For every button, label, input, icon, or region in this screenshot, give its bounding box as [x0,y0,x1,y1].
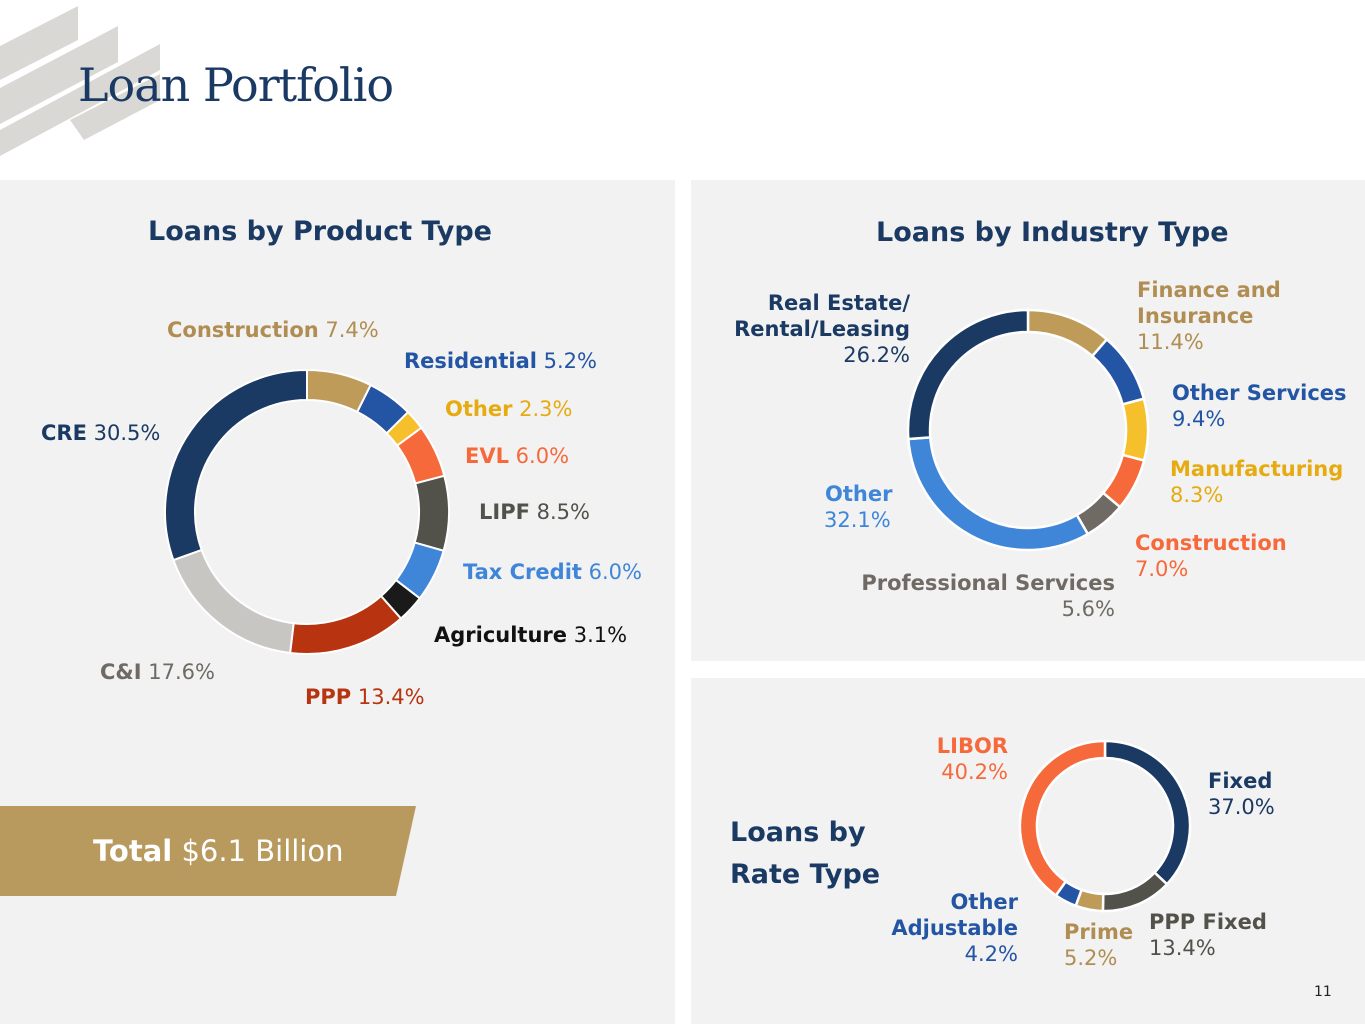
slice-lipf [413,474,450,552]
label-manufacturing: Manufacturing 8.3% [1170,457,1344,507]
page-title: Loan Portfolio [78,58,394,112]
label-fixed: Fixed 37.0% [1208,769,1275,819]
label-cre: CRE 30.5% [41,421,161,445]
slice-fixed [1103,739,1192,886]
slice-real-estate-rental-leasing [906,308,1030,441]
rate-chart-title: Loans by Rate Type [730,817,881,890]
total-banner [0,806,416,896]
industry-donut-chart [906,308,1150,552]
slice-cre [164,368,308,562]
label-tax-credit: Tax Credit 6.0% [463,560,642,584]
label-ci: C&I 17.6% [100,660,215,684]
slice-c-i [172,548,295,655]
label-real-estate: Real Estate/ Rental/Leasing 26.2% [734,291,910,367]
label-other-product: Other 2.3% [445,397,573,421]
industry-chart-title: Loans by Industry Type [876,217,1229,248]
label-other-industry: Other 32.1% [824,482,893,532]
slice-libor [1018,739,1107,898]
label-construction: Construction 7.4% [167,318,379,342]
label-prime: Prime 5.2% [1064,920,1134,970]
label-lipf: LIPF 8.5% [479,500,590,524]
slice-other [906,436,1090,552]
slice-ppp-fixed [1101,870,1169,913]
label-other-services: Other Services 9.4% [1172,381,1347,431]
label-finance-insurance: Finance and Insurance 11.4% [1137,278,1281,354]
page-number: 11 [1314,984,1332,1000]
label-ppp-fixed: PPP Fixed 13.4% [1149,910,1267,960]
label-ppp: PPP 13.4% [305,685,425,709]
industry-type-panel [691,180,1365,661]
product-donut-chart [164,368,450,655]
label-evl: EVL 6.0% [465,444,570,468]
label-construction-industry: Construction 7.0% [1135,531,1287,581]
slice-finance-and-insurance [1026,308,1109,358]
label-other-adjustable: Other Adjustable 4.2% [891,890,1018,966]
label-professional-services: Professional Services 5.6% [861,571,1115,621]
slice-ppp [288,594,403,655]
slice-manufacturing [1121,397,1150,463]
total-text: Total $6.1 Billion [93,834,344,868]
label-agriculture: Agriculture 3.1% [434,623,628,647]
rate-donut-chart [1018,739,1192,913]
label-residential: Residential 5.2% [404,349,597,373]
product-chart-title: Loans by Product Type [148,216,492,247]
company-logo [0,6,160,156]
label-libor: LIBOR 40.2% [936,734,1008,784]
